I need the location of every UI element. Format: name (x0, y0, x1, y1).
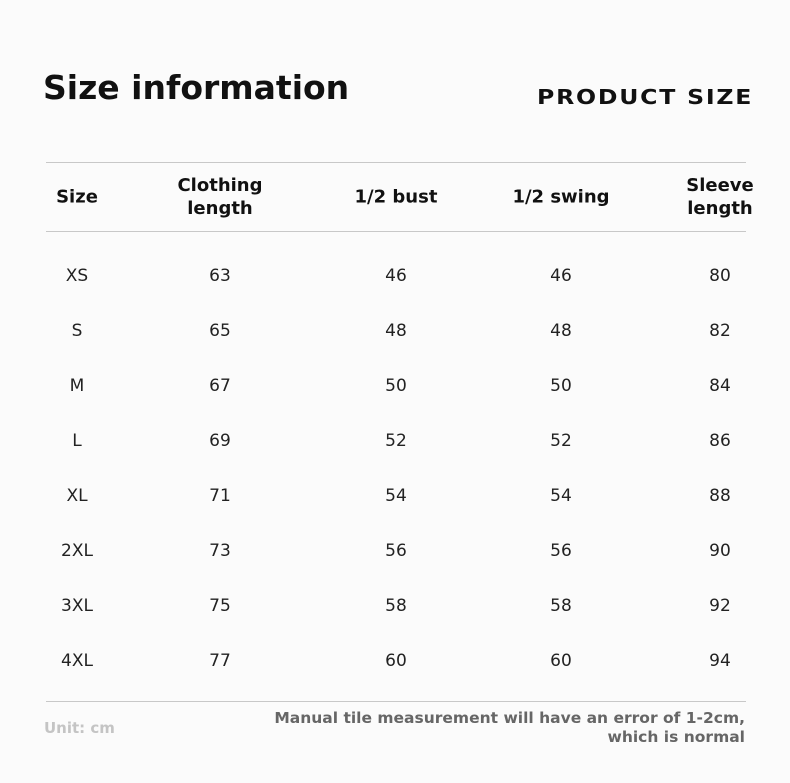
table-cell: 48 (385, 321, 407, 341)
column-header: 1/2 bust (354, 186, 438, 208)
table-cell: 92 (709, 596, 731, 616)
table-cell: 88 (709, 486, 731, 506)
header-bottom-rule (46, 231, 746, 232)
table-cell: XS (65, 266, 89, 286)
table-cell: 54 (550, 486, 572, 506)
table-cell: 50 (550, 376, 572, 396)
table-cell: M (69, 376, 85, 396)
table-cell: 90 (709, 541, 731, 561)
table-cell: 69 (209, 431, 231, 451)
table-cell: 60 (550, 651, 572, 671)
table-cell: 54 (385, 486, 407, 506)
table-cell: 80 (709, 266, 731, 286)
table-cell: 94 (709, 651, 731, 671)
table-cell: 52 (385, 431, 407, 451)
column-header: Clothing length (177, 175, 263, 219)
table-cell: 63 (209, 266, 231, 286)
table-cell: 60 (385, 651, 407, 671)
table-cell: 77 (209, 651, 231, 671)
column-header: Size (56, 186, 98, 208)
table-cell: 58 (550, 596, 572, 616)
title: Size information (43, 68, 350, 107)
table-cell: 46 (550, 266, 572, 286)
subtitle: PRODUCT SIZE (537, 85, 754, 109)
table-cell: 3XL (61, 596, 93, 616)
table-cell: 58 (385, 596, 407, 616)
table-cell: 56 (550, 541, 572, 561)
table-cell: 84 (709, 376, 731, 396)
table-cell: 86 (709, 431, 731, 451)
table-cell: 71 (209, 486, 231, 506)
table-bottom-rule (46, 701, 746, 702)
table-cell: L (72, 431, 82, 451)
table-cell: 2XL (61, 541, 93, 561)
table-cell: 82 (709, 321, 731, 341)
note: Manual tile measurement will have an err… (274, 709, 745, 746)
table-cell: 75 (209, 596, 231, 616)
column-header: Sleeve length (686, 175, 754, 219)
header-top-rule (46, 162, 746, 163)
table-cell: S (71, 321, 83, 341)
table-cell: 50 (385, 376, 407, 396)
table-cell: XL (66, 486, 88, 506)
unit: Unit: cm (44, 719, 115, 737)
table-cell: 67 (209, 376, 231, 396)
table-cell: 52 (550, 431, 572, 451)
table-cell: 73 (209, 541, 231, 561)
table-cell: 48 (550, 321, 572, 341)
table-cell: 4XL (61, 651, 93, 671)
table-cell: 56 (385, 541, 407, 561)
table-cell: 46 (385, 266, 407, 286)
column-header: 1/2 swing (512, 186, 610, 208)
table-cell: 65 (209, 321, 231, 341)
